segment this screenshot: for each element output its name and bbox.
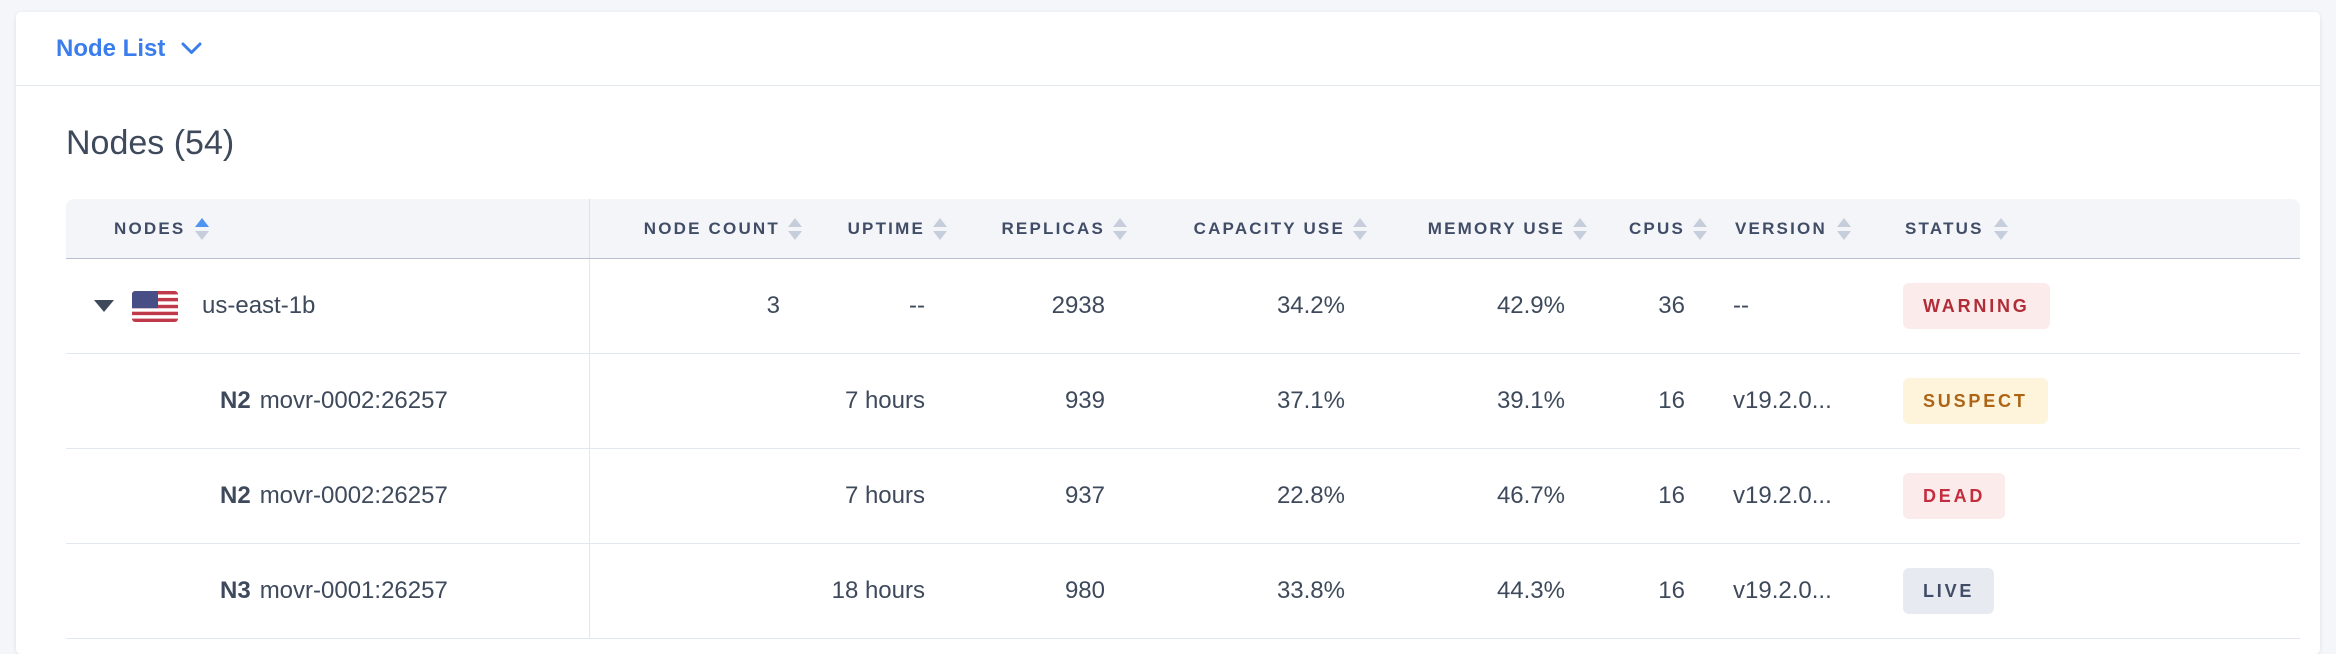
node-count-cell <box>590 354 810 448</box>
column-header-cpus[interactable]: CPUS <box>1595 199 1715 258</box>
node-id: N2 <box>220 482 251 509</box>
column-header-capacity-use[interactable]: CAPACITY USE <box>1135 199 1375 258</box>
replicas-cell: 2938 <box>1051 292 1105 319</box>
sort-icon[interactable] <box>1573 217 1587 240</box>
column-label: NODES <box>114 218 186 238</box>
table-row-node[interactable]: N2 movr-0002:26257 7 hours 939 37.1% 39.… <box>66 354 2300 449</box>
memory-use-cell: 39.1% <box>1496 387 1565 414</box>
node-address: movr-0002:26257 <box>259 482 448 509</box>
node-list-card: Node List Nodes (54) NODES NODE COUNT UP… <box>16 12 2320 654</box>
node-name-cell[interactable]: N2 movr-0002:26257 <box>66 354 590 448</box>
replicas-cell: 980 <box>1064 577 1105 604</box>
column-header-status[interactable]: STATUS <box>1885 199 2300 258</box>
table-row-region[interactable]: us-east-1b 3 -- 2938 34.2% 42.9% 36 -- W… <box>66 259 2300 354</box>
nodes-table: NODES NODE COUNT UPTIME REPLICAS CAPACIT… <box>66 199 2300 639</box>
sort-icon[interactable] <box>933 217 947 240</box>
column-label: REPLICAS <box>1001 218 1105 238</box>
column-header-node-count[interactable]: NODE COUNT <box>590 199 810 258</box>
column-header-replicas[interactable]: REPLICAS <box>955 199 1135 258</box>
region-name-cell: us-east-1b <box>66 259 590 353</box>
uptime-cell: 7 hours <box>844 387 925 414</box>
uptime-cell: -- <box>909 292 925 319</box>
capacity-use-cell: 33.8% <box>1276 577 1345 604</box>
sort-icon[interactable] <box>1353 217 1367 240</box>
version-cell: v19.2.0... <box>1733 577 1832 604</box>
toolbar: Node List <box>16 12 2320 86</box>
version-cell: v19.2.0... <box>1733 482 1832 509</box>
cpus-cell: 36 <box>1658 292 1685 319</box>
column-label: VERSION <box>1735 218 1827 238</box>
column-label: CPUS <box>1628 218 1685 238</box>
column-label: NODE COUNT <box>643 218 780 238</box>
node-id: N2 <box>220 387 251 414</box>
table-row-node[interactable]: N3 movr-0001:26257 18 hours 980 33.8% 44… <box>66 544 2300 639</box>
cpus-cell: 16 <box>1658 577 1685 604</box>
capacity-use-cell: 37.1% <box>1276 387 1345 414</box>
uptime-cell: 18 hours <box>831 577 925 604</box>
status-badge: WARNING <box>1903 283 2050 329</box>
capacity-use-cell: 34.2% <box>1276 292 1345 319</box>
uptime-cell: 7 hours <box>844 482 925 509</box>
table-header-row: NODES NODE COUNT UPTIME REPLICAS CAPACIT… <box>66 199 2300 259</box>
node-name-cell[interactable]: N3 movr-0001:26257 <box>66 544 590 638</box>
replicas-cell: 939 <box>1064 387 1105 414</box>
sort-icon[interactable] <box>788 217 802 240</box>
us-flag-icon <box>132 290 178 322</box>
sort-icon[interactable] <box>1993 217 2008 240</box>
memory-use-cell: 42.9% <box>1496 292 1565 319</box>
node-list-dropdown[interactable]: Node List <box>56 35 202 63</box>
replicas-cell: 937 <box>1064 482 1105 509</box>
status-cell: SUSPECT <box>1885 354 2300 448</box>
column-header-version[interactable]: VERSION <box>1715 199 1885 258</box>
cpus-cell: 16 <box>1658 482 1685 509</box>
node-count-cell: 3 <box>766 292 780 319</box>
status-badge: DEAD <box>1903 473 2006 519</box>
column-label: CAPACITY USE <box>1193 218 1345 238</box>
node-list-dropdown-label: Node List <box>56 34 166 62</box>
status-cell: WARNING <box>1885 259 2300 353</box>
memory-use-cell: 44.3% <box>1496 577 1565 604</box>
column-header-uptime[interactable]: UPTIME <box>810 199 955 258</box>
column-label: STATUS <box>1905 218 1984 238</box>
node-count-cell <box>590 544 810 638</box>
column-label: UPTIME <box>847 218 925 238</box>
region-name: us-east-1b <box>202 292 316 319</box>
status-cell: LIVE <box>1885 544 2300 638</box>
column-header-memory-use[interactable]: MEMORY USE <box>1375 199 1595 258</box>
sort-icon[interactable] <box>1693 217 1707 240</box>
content-area: Nodes (54) NODES NODE COUNT UPTIME REPLI… <box>16 124 2320 639</box>
sort-icon[interactable] <box>1113 217 1127 240</box>
status-cell: DEAD <box>1885 449 2300 543</box>
chevron-down-icon <box>181 42 202 54</box>
version-cell: v19.2.0... <box>1733 387 1832 414</box>
status-badge: SUSPECT <box>1903 378 2048 424</box>
node-address: movr-0002:26257 <box>259 387 448 414</box>
page-title: Nodes (54) <box>66 124 235 162</box>
sort-icon[interactable] <box>195 217 210 240</box>
collapse-caret-icon[interactable] <box>94 300 114 312</box>
column-label: MEMORY USE <box>1427 218 1565 238</box>
cpus-cell: 16 <box>1658 387 1685 414</box>
capacity-use-cell: 22.8% <box>1276 482 1345 509</box>
status-badge: LIVE <box>1903 568 1995 614</box>
column-header-nodes[interactable]: NODES <box>66 199 590 258</box>
node-id: N3 <box>220 577 251 604</box>
node-address: movr-0001:26257 <box>259 577 448 604</box>
version-cell: -- <box>1733 292 1749 319</box>
node-count-cell <box>590 449 810 543</box>
table-row-node[interactable]: N2 movr-0002:26257 7 hours 937 22.8% 46.… <box>66 449 2300 544</box>
sort-icon[interactable] <box>1836 217 1851 240</box>
memory-use-cell: 46.7% <box>1496 482 1565 509</box>
node-name-cell[interactable]: N2 movr-0002:26257 <box>66 449 590 543</box>
